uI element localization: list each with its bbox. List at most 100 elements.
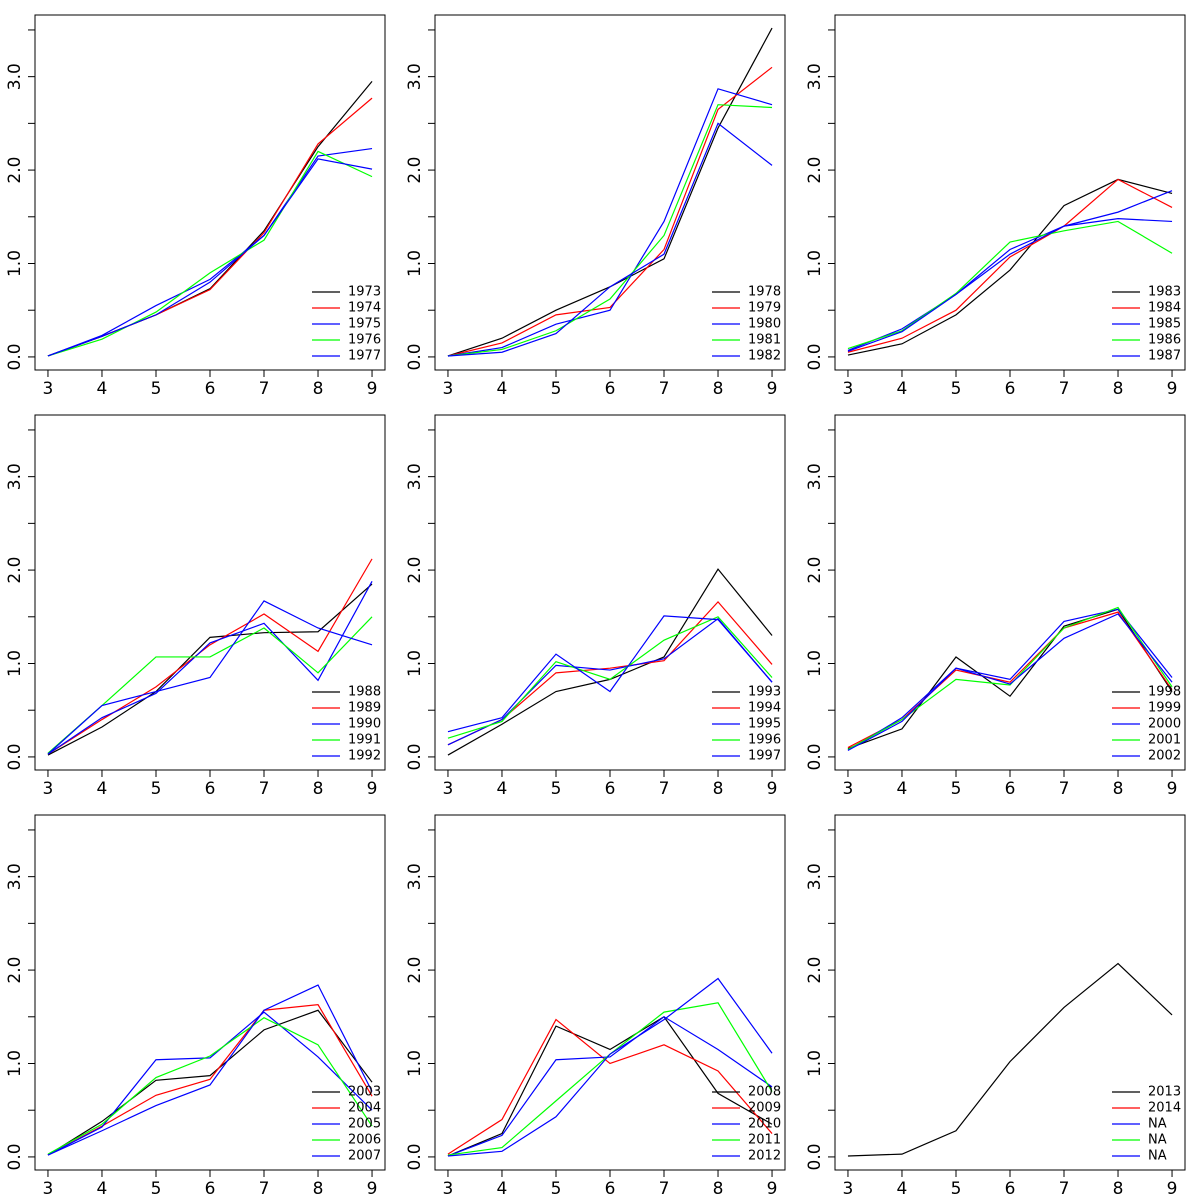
y-tick-label: 0.0 [405, 343, 425, 370]
x-tick-label: 4 [97, 1179, 108, 1199]
series-line [447, 568, 773, 756]
series-line [47, 80, 373, 357]
y-tick-label: 2.0 [5, 157, 25, 184]
series-line [447, 616, 773, 739]
legend-label: 1992 [348, 749, 381, 764]
y-tick-label: 2.0 [5, 957, 25, 984]
series-line [447, 1018, 773, 1155]
x-tick-label: 4 [97, 379, 108, 399]
x-tick-label: 9 [767, 1179, 778, 1199]
x-tick-label: 5 [551, 779, 562, 799]
x-tick-label: 8 [1113, 379, 1124, 399]
x-tick-label: 8 [713, 779, 724, 799]
plot-box [834, 14, 1186, 371]
x-tick-label: 6 [205, 379, 216, 399]
series-line [447, 1016, 773, 1157]
series-line [47, 147, 373, 357]
x-tick-label: 7 [259, 1179, 270, 1199]
x-tick-label: 4 [497, 779, 508, 799]
series-line [47, 158, 373, 357]
plot-box [34, 14, 386, 371]
x-tick-label: 6 [205, 1179, 216, 1199]
plot-box [834, 414, 1186, 771]
x-tick-label: 5 [551, 1179, 562, 1199]
legend-label: 1993 [748, 685, 781, 700]
x-tick-label: 3 [443, 379, 454, 399]
legend-label: 1984 [1148, 301, 1181, 316]
x-tick-label: 6 [605, 779, 616, 799]
x-tick-label: 7 [659, 379, 670, 399]
series-line [47, 600, 373, 755]
y-tick-label: 0.0 [5, 1143, 25, 1170]
y-tick-label: 2.0 [805, 157, 825, 184]
legend-label: 1998 [1148, 685, 1181, 700]
legend-label: 2006 [348, 1133, 381, 1148]
series-line [447, 104, 773, 357]
legend-label: 2012 [748, 1149, 781, 1164]
legend-label: 2010 [748, 1117, 781, 1132]
x-tick-label: 4 [897, 1179, 908, 1199]
x-tick-label: 8 [1113, 1179, 1124, 1199]
legend-label: 1976 [348, 333, 381, 348]
legend-label: 2013 [1148, 1085, 1181, 1100]
legend-label: 1988 [348, 685, 381, 700]
y-tick-label: 3.0 [805, 63, 825, 90]
y-tick-label: 1.0 [405, 650, 425, 677]
plot-box [34, 814, 386, 1171]
series-line [47, 1004, 373, 1156]
y-tick-label: 2.0 [405, 957, 425, 984]
legend-label: NA [1148, 1133, 1167, 1148]
series-line [447, 617, 773, 746]
y-tick-label: 0.0 [405, 743, 425, 770]
plot-box [834, 814, 1186, 1171]
series-line [47, 150, 373, 357]
legend-label: 2000 [1148, 717, 1181, 732]
x-tick-label: 9 [367, 1179, 378, 1199]
legend-label: 1979 [748, 301, 781, 316]
y-tick-label: 0.0 [5, 743, 25, 770]
x-tick-label: 5 [951, 779, 962, 799]
legend-label: 2002 [1148, 749, 1181, 764]
series-line [847, 608, 1173, 751]
y-tick-label: 2.0 [805, 557, 825, 584]
y-tick-label: 2.0 [405, 157, 425, 184]
x-tick-label: 7 [1059, 379, 1070, 399]
legend-label: 1996 [748, 733, 781, 748]
legend-label: 1983 [1148, 285, 1181, 300]
y-tick-label: 3.0 [5, 863, 25, 890]
x-tick-label: 8 [713, 379, 724, 399]
y-tick-label: 2.0 [805, 957, 825, 984]
x-tick-label: 4 [897, 379, 908, 399]
legend-label: 1997 [748, 749, 781, 764]
legend-label: 2003 [348, 1085, 381, 1100]
x-tick-label: 9 [1167, 379, 1178, 399]
legend-label: 1980 [748, 317, 781, 332]
legend-label: 2014 [1148, 1101, 1181, 1116]
series-line [447, 88, 773, 357]
series-line [447, 977, 773, 1157]
legend-label: 1999 [1148, 701, 1181, 716]
legend-label: 1973 [348, 285, 381, 300]
x-tick-label: 8 [313, 779, 324, 799]
y-tick-label: 2.0 [405, 557, 425, 584]
series-line [847, 613, 1173, 751]
x-tick-label: 7 [1059, 779, 1070, 799]
y-tick-label: 3.0 [5, 463, 25, 490]
legend-label: 1985 [1148, 317, 1181, 332]
legend-label: 1994 [748, 701, 781, 716]
x-tick-label: 4 [497, 379, 508, 399]
series-line [47, 984, 373, 1156]
x-tick-label: 3 [43, 779, 54, 799]
y-tick-label: 1.0 [405, 1050, 425, 1077]
x-tick-label: 5 [151, 379, 162, 399]
x-tick-label: 3 [843, 779, 854, 799]
x-tick-label: 5 [951, 379, 962, 399]
legend-label: 1995 [748, 717, 781, 732]
legend-label: NA [1148, 1117, 1167, 1132]
y-tick-label: 1.0 [805, 250, 825, 277]
y-tick-label: 2.0 [5, 557, 25, 584]
y-tick-label: 3.0 [805, 463, 825, 490]
legend-label: NA [1148, 1149, 1167, 1164]
x-tick-label: 4 [497, 1179, 508, 1199]
series-line [447, 615, 773, 733]
